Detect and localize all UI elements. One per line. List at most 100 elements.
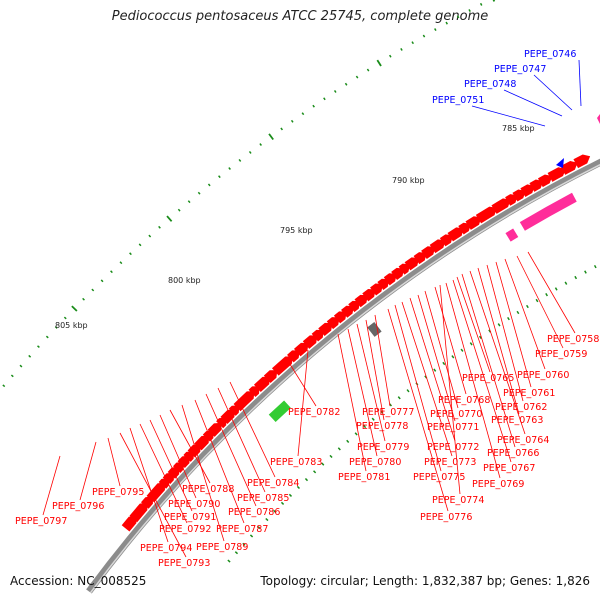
leader-line-red	[107, 437, 121, 487]
ruler-tick	[100, 279, 104, 283]
gene-label-red: PEPE_0793	[158, 558, 210, 569]
leader-line-blue	[533, 74, 573, 111]
rna-gene	[268, 400, 291, 422]
ruler-tick	[110, 270, 113, 274]
ruler-tick	[492, 0, 496, 2]
leader-line-red	[347, 328, 378, 457]
ruler-tick	[268, 133, 274, 141]
inner-tick	[397, 396, 401, 400]
gene-label-red: PEPE_0765	[462, 373, 514, 384]
ruler-tick	[323, 97, 326, 101]
ruler-tick	[344, 82, 348, 86]
inner-tick	[354, 432, 358, 436]
gene-label-red: PEPE_0768	[438, 395, 490, 406]
ruler-tick	[207, 183, 211, 187]
inner-tick	[460, 348, 464, 352]
inner-tick	[280, 501, 285, 505]
label-leader-lines	[42, 59, 582, 558]
gene-label-red: PEPE_0789	[196, 542, 248, 553]
inner-tick	[296, 485, 301, 490]
inner-tick	[593, 264, 597, 269]
ruler-tick	[445, 21, 448, 25]
inner-tick	[469, 342, 473, 346]
gene-label-red: PEPE_0794	[140, 543, 192, 554]
leader-line-red	[424, 290, 459, 409]
forward-gene	[505, 194, 518, 206]
ruler-tick	[177, 208, 181, 212]
gene-label-red: PEPE_0796	[52, 501, 104, 512]
gene-label-red: PEPE_0767	[483, 463, 535, 474]
leader-line-red	[456, 276, 491, 373]
forward-gene	[233, 391, 255, 412]
gene-label-red: PEPE_0783	[270, 457, 322, 468]
leader-line-red	[205, 393, 257, 507]
leader-line-red	[139, 423, 188, 524]
gene-label-red: PEPE_0779	[357, 442, 409, 453]
gene-label-red: PEPE_0777	[362, 407, 414, 418]
ruler-tick	[259, 143, 263, 146]
forward-gene	[465, 216, 482, 230]
gene-label-blue: PEPE_0751	[432, 95, 484, 106]
leader-line-red	[217, 387, 266, 493]
leader-line-red	[401, 301, 453, 457]
ruler-tick	[400, 47, 403, 51]
leader-line-red	[461, 273, 516, 448]
inner-tick	[525, 304, 529, 309]
ruler-tick	[28, 354, 32, 358]
inner-tick	[337, 447, 341, 451]
inner-tick	[304, 477, 309, 482]
forward-gene	[228, 405, 240, 416]
leader-line-red	[129, 427, 169, 543]
ruler-tick	[45, 335, 49, 339]
inner-tick	[433, 368, 437, 372]
forward-gene	[341, 305, 354, 318]
inner-tick	[516, 310, 520, 315]
inner-tick	[288, 493, 293, 497]
leader-line-red	[516, 255, 564, 349]
ruler-tick	[355, 75, 359, 79]
ruler-tick	[376, 59, 382, 67]
leader-line-red	[477, 267, 520, 415]
scale-label: 785 kbp	[502, 124, 535, 133]
forward-gene	[220, 409, 236, 424]
ruler-tick	[197, 191, 201, 195]
inner-tick	[507, 316, 510, 321]
scale-label: 790 kbp	[392, 176, 425, 185]
gene-label-red: PEPE_0773	[424, 457, 476, 468]
gene-label-red: PEPE_0784	[247, 478, 299, 489]
forward-gene	[458, 222, 472, 235]
ruler-tick	[434, 28, 437, 32]
gene-label-red: PEPE_0772	[427, 442, 479, 453]
forward-gene	[537, 174, 553, 188]
gene-label-red: PEPE_0792	[159, 524, 211, 535]
leader-line-red	[469, 270, 526, 435]
gene-label-red: PEPE_0758	[547, 334, 599, 345]
forward-gene	[146, 482, 166, 503]
forward-gene	[491, 198, 511, 214]
forward-gene	[391, 267, 405, 280]
ruler-tick	[2, 384, 6, 388]
highlighted-gene	[597, 114, 600, 124]
inner-tick	[574, 275, 578, 280]
forward-gene	[177, 455, 190, 469]
ruler-tick	[187, 200, 191, 204]
forward-gene	[475, 206, 497, 224]
gene-label-red: PEPE_0763	[491, 415, 543, 426]
gene-label-red: PEPE_0790	[168, 499, 220, 510]
ruler-tick	[280, 127, 284, 131]
highlighted-gene	[505, 228, 519, 242]
leader-line-red	[229, 381, 276, 478]
forward-gene	[520, 184, 535, 197]
gene-label-red: PEPE_0775	[413, 472, 465, 483]
forward-gene	[370, 283, 384, 296]
inner-tick	[242, 542, 246, 546]
gene-label-red: PEPE_0797	[15, 516, 67, 527]
ruler-tick	[479, 2, 483, 6]
genome-summary-text: Topology: circular; Length: 1,832,387 bp…	[260, 574, 590, 588]
ruler-tick	[82, 297, 85, 301]
ruler-tick	[129, 252, 132, 256]
inner-tick	[497, 323, 501, 327]
inner-tick	[371, 417, 375, 421]
gene-label-blue: PEPE_0747	[494, 64, 546, 75]
